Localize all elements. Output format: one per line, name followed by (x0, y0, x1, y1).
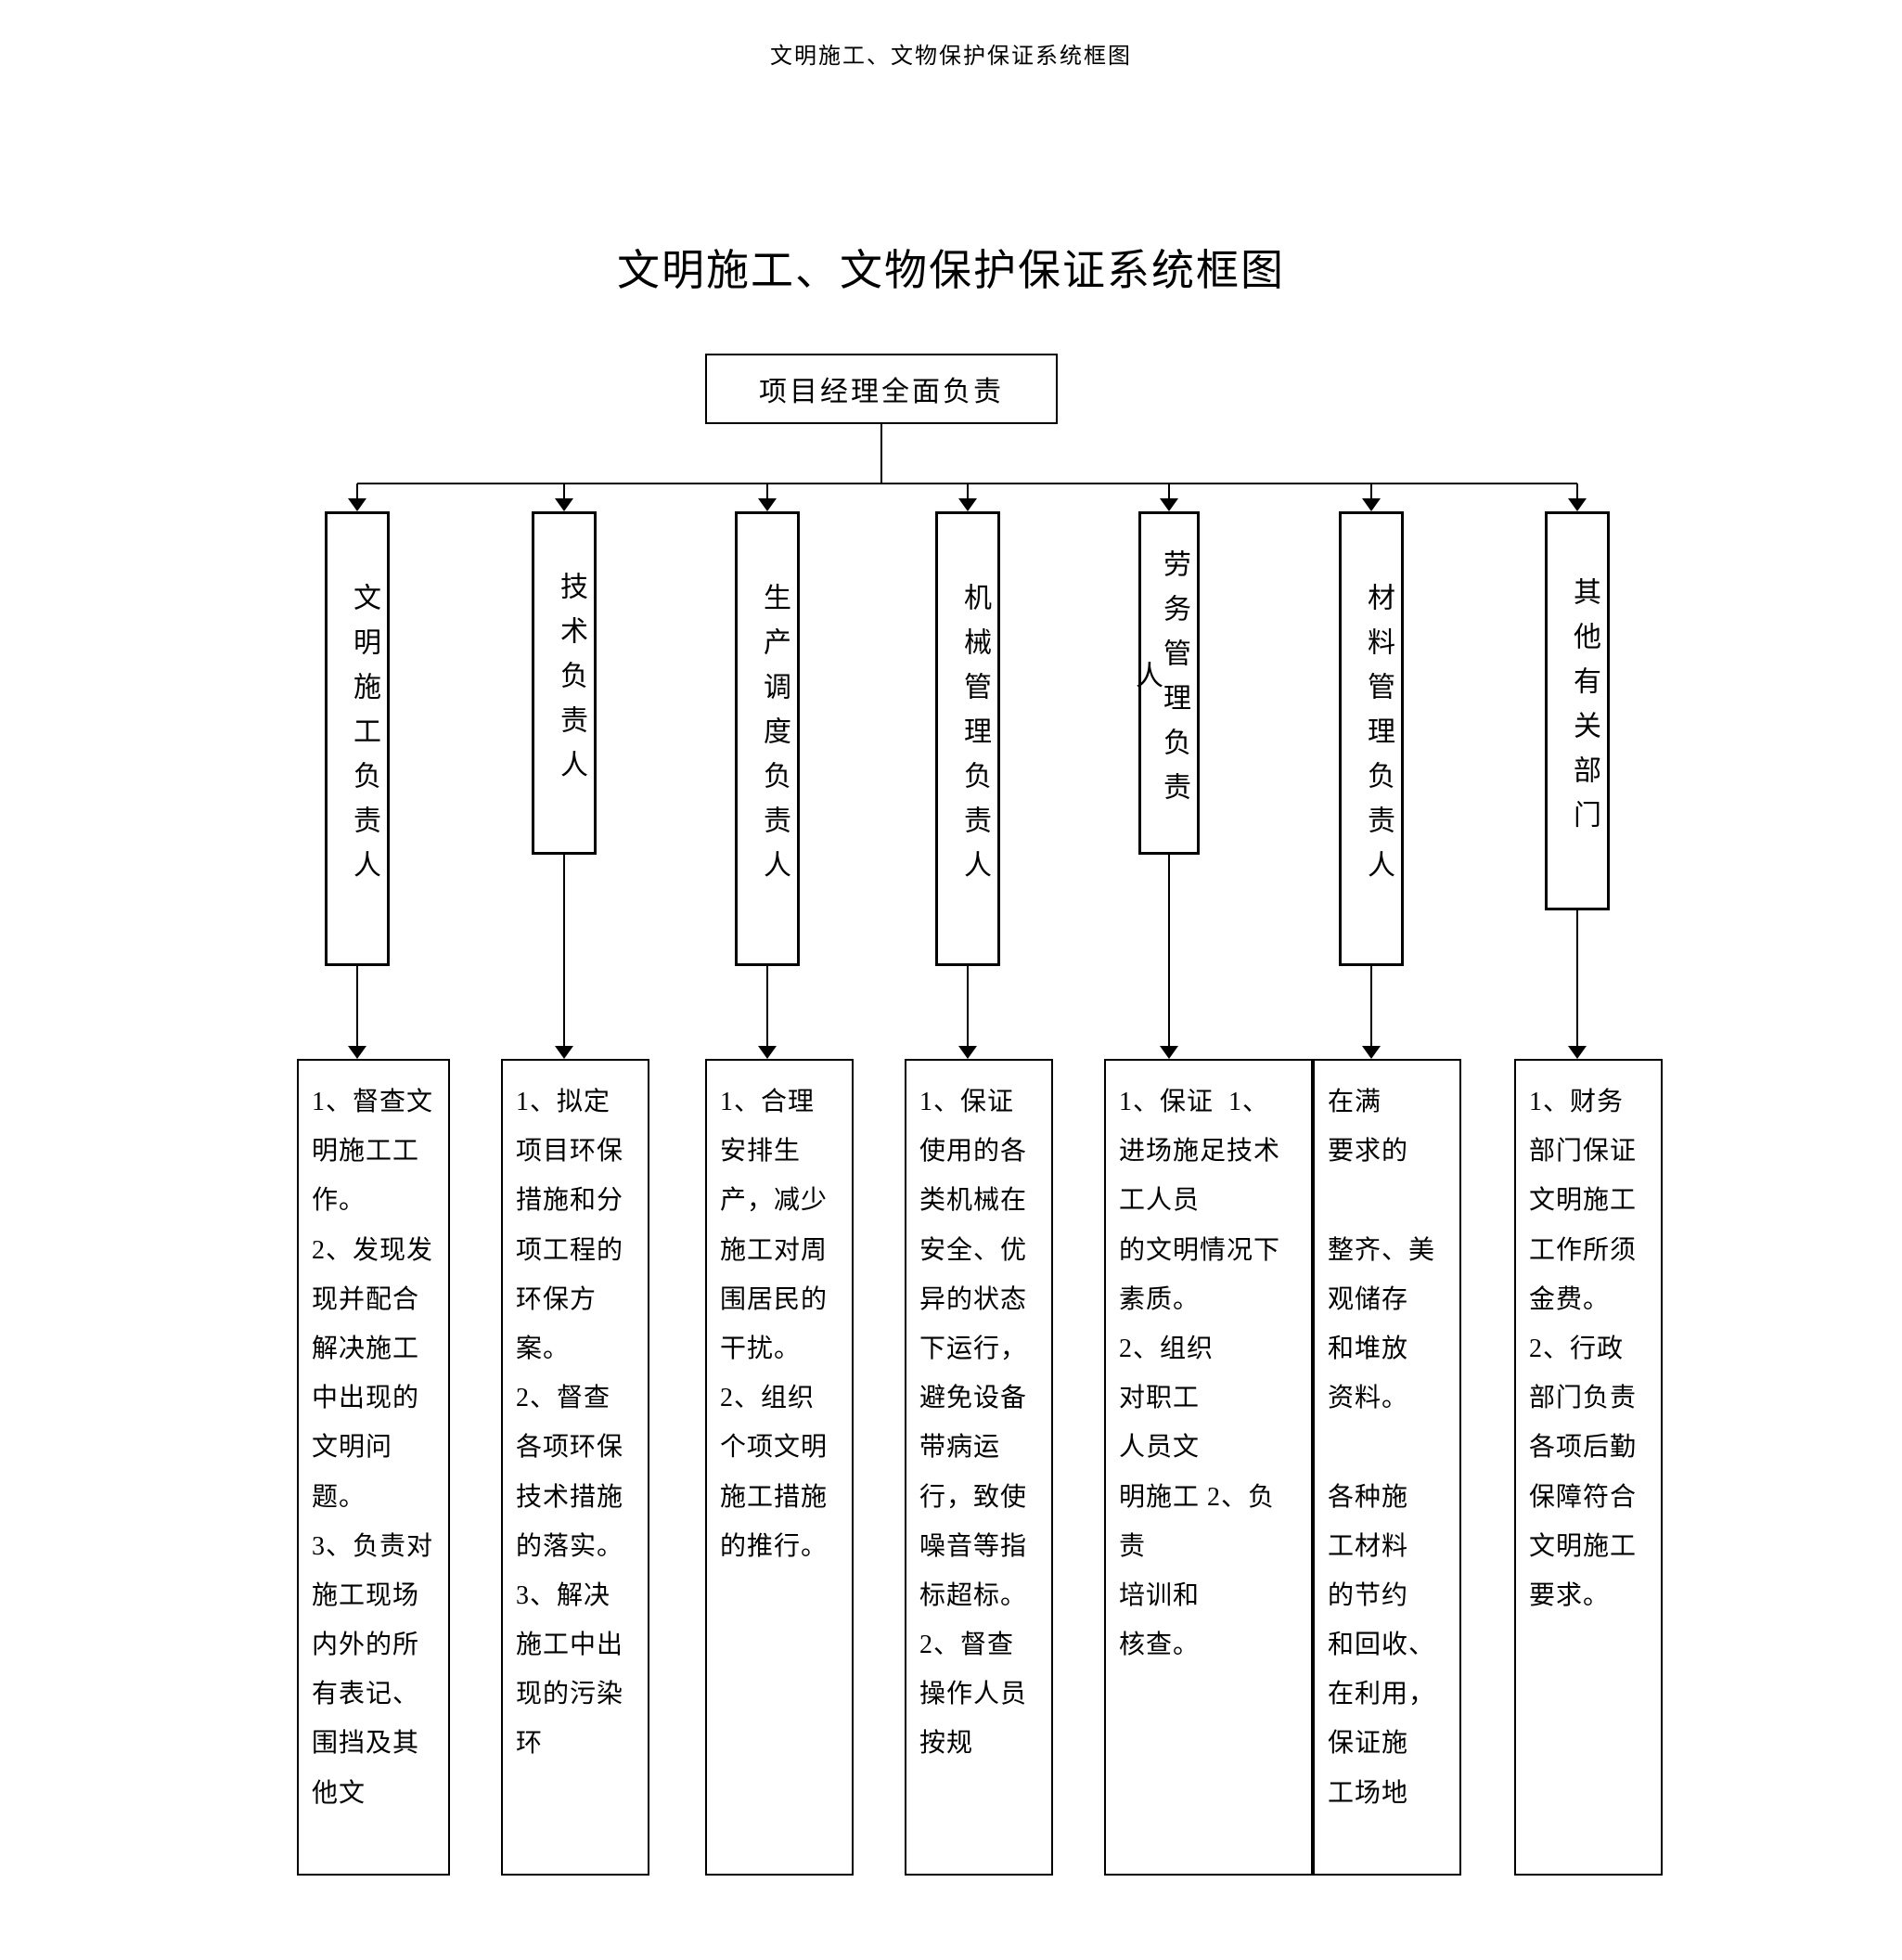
root-box: 项目经理全面负责 (705, 354, 1058, 424)
leaf-box-2: 1、合理安排生产，减少施工对周围居民的干扰。 2、组织个项文明施工措施的推行。 (705, 1059, 854, 1876)
mid-box-5: 材料管理负责人 (1339, 511, 1404, 966)
leaf-box-5: 在满 要求的 整齐、美 观储存 和堆放 资料。 各种施 工材料 的节约 和回收、… (1313, 1059, 1461, 1876)
main-title: 文明施工、文物保护保证系统框图 (0, 237, 1902, 298)
mid-box-1: 技术负责人 (532, 511, 597, 855)
leaf-box-3: 1、保证使用的各类机械在安全、优异的状态下运行，避免设备带病运行，致使噪音等指标… (905, 1059, 1053, 1876)
leaf-box-1: 1、拟定项目环保措施和分项工程的环保方案。 2、督查各项环保技术措施的落实。 3… (501, 1059, 649, 1876)
mid-box-4: 劳务管理负责人 (1138, 511, 1200, 855)
diagram: 项目经理全面负责文明施工负责人 1、督查文明施工工作。 2、发现发现并配合解决施工… (0, 298, 1902, 1876)
leaf-box-6: 1、财务部门保证文明施工工作所须金费。 2、行政部门负责各项后勤保障符合文明施工… (1514, 1059, 1663, 1876)
leaf-box-0: 1、督查文明施工工作。 2、发现发现并配合解决施工中出现的文明问题。 3、负责对… (297, 1059, 450, 1876)
mid-box-2: 生产调度负责人 (735, 511, 800, 966)
mid-box-3: 机械管理负责人 (935, 511, 1000, 966)
page-header: 文明施工、文物保护保证系统框图 (0, 0, 1902, 70)
leaf-box-4: 1、保证 1、 进场施足技术 工人员 的文明情况下 素质。 2、组织 对职工 人… (1104, 1059, 1313, 1876)
mid-box-0: 文明施工负责人 (325, 511, 390, 966)
mid-box-6: 其他有关部门 (1545, 511, 1610, 910)
